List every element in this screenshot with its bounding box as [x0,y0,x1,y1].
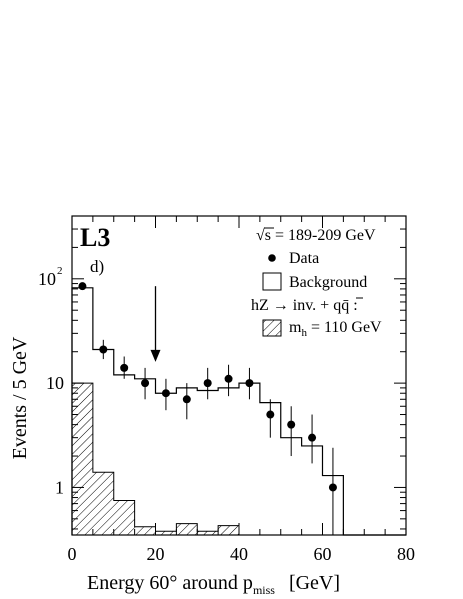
x-axis-label: Energy 60° around pmiss [GeV] [87,572,340,597]
y-tick-label: 10 [46,373,64,393]
y-tick-exponent: 2 [57,265,63,277]
data-point [224,374,233,383]
data-point [245,379,254,388]
legend-signal-label: mh = 110 GeV [289,319,382,339]
data-point [287,420,296,429]
legend-process-label: hZ → inv. + qq̄ : [251,297,358,314]
legend-background-swatch [262,272,282,291]
x-tick-label: 0 [68,544,77,564]
signal-histogram [71,382,406,536]
y-tick-label: 10 [38,269,56,289]
data-point [78,282,87,291]
cut-arrow [150,286,161,362]
data-point [328,483,337,492]
data-point [141,379,150,388]
data-point [182,395,191,404]
plot-frame [71,215,407,536]
legend-signal-swatch [262,319,282,337]
data-point [161,389,170,398]
x-tick-label: 80 [397,544,415,564]
y-axis-label: Events / 5 GeV [9,336,31,459]
data-point [99,345,108,354]
x-tick-label: 40 [230,544,248,564]
energy-label: √s = 189-209 GeV [256,227,376,244]
legend-data-label: Data [289,250,319,267]
data-point [266,410,275,419]
data-point [308,433,317,442]
data-point [203,379,212,388]
y-tick-label: 1 [55,477,64,497]
data-point [120,363,129,372]
legend: Data Background hZ → inv. + qq̄ : mh = 1… [251,250,382,339]
legend-data-marker [268,254,276,262]
panel-label: d) [90,257,104,276]
data-points [78,282,337,535]
cut-arrow-head [150,349,161,362]
background-histogram [71,287,406,536]
experiment-label: L3 [80,223,110,252]
x-tick-label: 60 [314,544,332,564]
signal-hatched-area [71,382,406,536]
x-axis-ticks: 0 20 40 60 80 [68,216,415,564]
legend-background-label: Background [289,274,367,291]
x-tick-label: 20 [147,544,165,564]
